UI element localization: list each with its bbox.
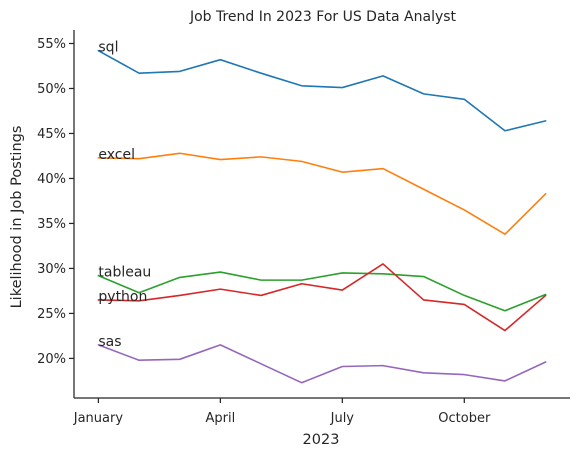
series-line-python [97, 263, 547, 332]
series-lines [97, 49, 547, 384]
x-axis-ticks: January April July October [73, 398, 491, 426]
x-tick-label: October [438, 411, 491, 426]
y-tick-label: 20% [37, 352, 66, 367]
series-label-excel: excel [98, 147, 135, 163]
x-tick-label: January [73, 411, 124, 426]
y-axis-title: Likelihood in Job Postings [9, 126, 25, 309]
y-tick-label: 40% [37, 172, 66, 187]
y-tick-label: 50% [37, 82, 66, 97]
series-line-sas [97, 344, 547, 384]
x-tick-label: April [206, 411, 236, 426]
series-labels: sql excel tableau python sas [98, 40, 151, 350]
y-tick-label: 55% [37, 37, 66, 52]
y-axis-ticks: 20% 25% 30% 35% 40% 45% 50% 55% [37, 37, 74, 367]
x-axis-title: 2023 [303, 432, 340, 448]
series-line-tableau [97, 271, 547, 312]
series-label-tableau: tableau [98, 265, 151, 281]
y-tick-label: 30% [37, 262, 66, 277]
series-label-sql: sql [98, 40, 118, 56]
series-label-python: python [98, 289, 147, 305]
y-tick-label: 25% [37, 307, 66, 322]
chart-title: Job Trend In 2023 For US Data Analyst [189, 9, 457, 25]
series-label-sas: sas [98, 334, 121, 350]
x-tick-label: July [330, 411, 355, 426]
y-tick-label: 35% [37, 217, 66, 232]
series-line-excel [97, 152, 547, 236]
series-line-sql [97, 49, 547, 132]
plot-area: 20% 25% 30% 35% 40% 45% 50% 55% January April Jul… [37, 30, 570, 426]
y-tick-label: 45% [37, 127, 66, 142]
